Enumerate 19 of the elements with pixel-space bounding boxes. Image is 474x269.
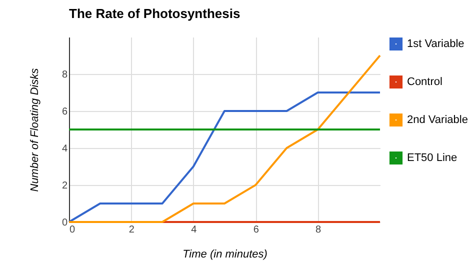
y-tick-label: 6 xyxy=(62,106,68,118)
legend-label: ET50 Line xyxy=(407,152,458,164)
chart-title: The Rate of Photosynthesis xyxy=(69,6,240,21)
x-axis-title: Time (in minutes) xyxy=(182,248,268,260)
x-tick-label: 8 xyxy=(316,224,322,236)
legend-label: 1st Variable xyxy=(407,38,464,50)
y-tick-label: 8 xyxy=(62,70,68,80)
x-tick-label: 2 xyxy=(128,224,135,236)
legend-label: 2nd Variable xyxy=(407,114,468,126)
y-tick-label: 2 xyxy=(62,180,68,192)
x-tick-label: 4 xyxy=(191,224,198,236)
y-tick-label: 0 xyxy=(62,218,68,228)
x-tick-label: 6 xyxy=(253,224,260,236)
legend-label: Control xyxy=(407,76,442,88)
x-tick-label: 0 xyxy=(70,224,76,236)
line-series xyxy=(68,92,381,223)
y-tick-label: 4 xyxy=(62,144,68,154)
y-axis-title: Number of Floating Disks xyxy=(28,68,41,192)
line-series xyxy=(68,54,381,223)
